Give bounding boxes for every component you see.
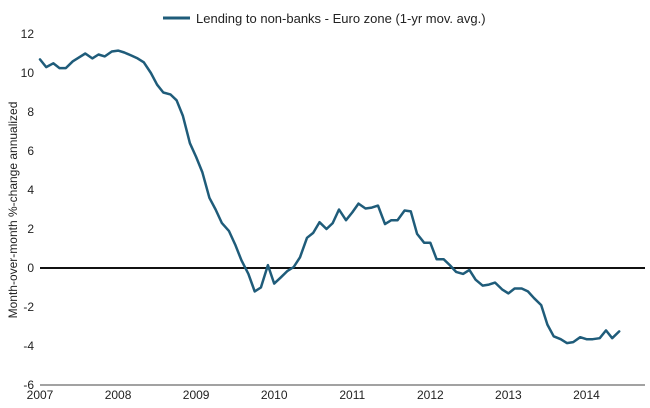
y-axis-label: Month-over-month %-change annualized [6, 102, 20, 319]
y-tick-label: 4 [27, 183, 34, 197]
y-tick-label: 0 [27, 261, 34, 275]
x-tick-label: 2007 [27, 388, 54, 402]
legend: Lending to non-banks - Euro zone (1-yr m… [163, 11, 486, 26]
y-tick-labels: -6 -4 -2 0 2 4 6 8 10 12 [21, 27, 35, 392]
y-tick-label: 6 [27, 144, 34, 158]
y-tick-label: -6 [23, 378, 34, 392]
x-tick-labels: 2007 2008 2009 2010 2011 2012 2013 2014 [27, 388, 600, 402]
y-tick-label: 12 [21, 27, 35, 41]
x-tick-label: 2011 [339, 388, 365, 402]
series-line [38, 49, 621, 345]
x-tick-label: 2012 [417, 388, 444, 402]
y-tick-label: 10 [21, 66, 35, 80]
x-tick-label: 2014 [573, 388, 600, 402]
y-tick-label: 2 [27, 222, 34, 236]
y-tick-label: -2 [23, 300, 34, 314]
legend-label: Lending to non-banks - Euro zone (1-yr m… [196, 11, 486, 26]
x-tick-label: 2008 [105, 388, 132, 402]
x-tick-label: 2009 [183, 388, 210, 402]
x-tick-label: 2013 [495, 388, 522, 402]
x-tick-label: 2010 [261, 388, 288, 402]
y-tick-label: -4 [23, 339, 34, 353]
y-tick-label: 8 [27, 105, 34, 119]
